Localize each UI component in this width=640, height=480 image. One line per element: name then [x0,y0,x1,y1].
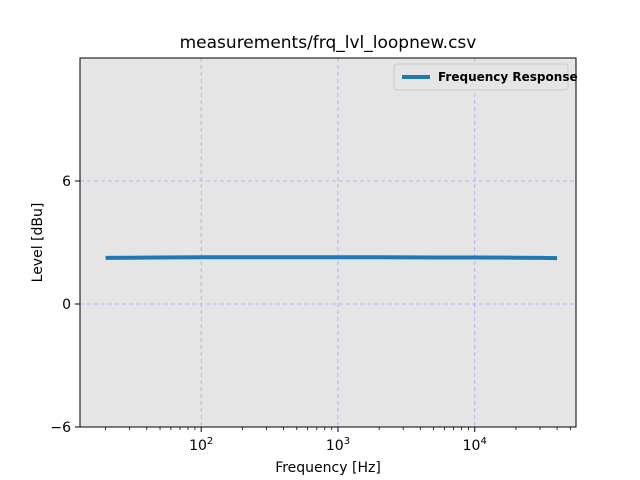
grid [80,58,576,427]
x-axis-ticks: 102 103 104 [189,427,487,454]
x-axis-label: Frequency [Hz] [275,460,381,476]
legend: Frequency Response [393,63,578,91]
series-line-frequency-response [105,255,558,261]
plot-area [80,58,576,427]
series-layer [105,255,558,261]
y-tick-label: 6 [62,174,71,190]
y-tick-label: 0 [62,297,71,313]
x-tick-label: 103 [326,436,350,454]
x-tick-label: 104 [463,436,487,454]
chart-title: measurements/frq_lvl_loopnew.csv [180,33,477,53]
x-tick-label: 102 [189,436,213,454]
y-axis-ticks: −6 0 6 [50,174,80,436]
legend-label: Frequency Response [438,70,578,84]
plot-frame [79,57,577,428]
legend-box [393,63,569,91]
y-tick-label: −6 [50,420,71,436]
y-axis-label: Level [dBu] [30,203,46,283]
